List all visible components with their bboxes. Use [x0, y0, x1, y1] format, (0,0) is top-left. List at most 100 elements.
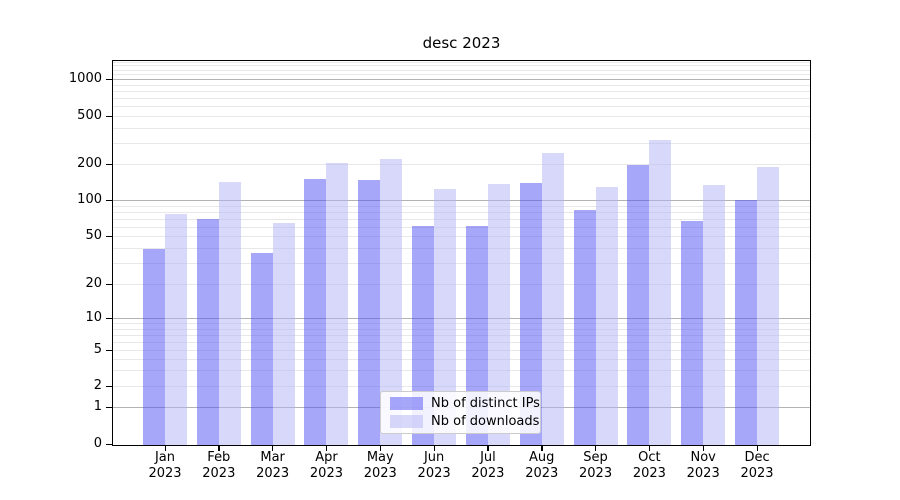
y-tick-mark-50 [106, 235, 112, 237]
gridline-minor-1400 [113, 61, 810, 63]
x-tick-mark-jun [433, 446, 435, 451]
bar-feb-distinct-ips [196, 219, 219, 445]
gridline-minor-500 [113, 116, 810, 117]
gridline-minor-2 [113, 386, 810, 388]
x-tick-mark-may [379, 446, 382, 451]
x-tick-label-aug: Aug 2023 [525, 450, 559, 481]
y-tick-label-200: 200 [77, 156, 102, 172]
x-tick-mark-apr [325, 446, 328, 451]
y-tick-mark-1 [106, 406, 112, 408]
y-tick-label-10: 10 [85, 310, 102, 326]
x-tick-label-sep: Sep 2023 [579, 450, 613, 481]
bar-jan-distinct-ips [143, 249, 165, 445]
y-tick-mark-20 [106, 283, 112, 285]
gridline-minor-90 [113, 205, 810, 207]
bar-mar-downloads [272, 223, 295, 445]
bar-sep-distinct-ips [573, 209, 596, 445]
bar-mar-distinct-ips [250, 253, 273, 445]
gridline-minor-700 [113, 98, 810, 100]
x-tick-mark-mar [272, 446, 274, 451]
x-tick-label-jun: Jun 2023 [417, 450, 451, 481]
y-tick-mark-500 [106, 115, 112, 117]
gridline-minor-1300 [113, 65, 810, 67]
legend-row-downloads: Nb of downloads [390, 414, 540, 429]
bar-may-downloads [380, 159, 403, 445]
y-tick-label-2: 2 [93, 378, 102, 394]
x-tick-mark-oct [648, 446, 651, 451]
legend: Nb of distinct IPs Nb of downloads [380, 391, 541, 434]
y-tick-mark-10 [106, 317, 112, 320]
gridline-minor-200 [113, 164, 810, 166]
bar-aug-distinct-ips [519, 182, 542, 445]
gridline-minor-600 [113, 106, 810, 108]
gridline-minor-30 [113, 262, 810, 264]
legend-swatch-downloads [390, 415, 423, 428]
legend-swatch-distinct-ips [390, 397, 423, 410]
x-tick-label-may: May 2023 [363, 450, 397, 481]
gridline-minor-80 [113, 211, 810, 213]
gridline-minor-1100 [113, 74, 810, 76]
bar-jul-downloads [487, 183, 510, 445]
gridline-minor-9 [113, 323, 810, 325]
gridline-minor-40 [113, 247, 810, 249]
x-tick-label-mar: Mar 2023 [256, 450, 290, 481]
gridline-minor-300 [113, 142, 810, 144]
gridline-minor-1200 [113, 69, 810, 71]
bar-oct-distinct-ips [627, 165, 650, 445]
x-tick-label-feb: Feb 2023 [202, 450, 236, 481]
y-tick-mark-0 [106, 443, 112, 445]
bar-may-distinct-ips [358, 179, 381, 445]
y-tick-label-1: 1 [93, 399, 102, 414]
x-tick-mark-aug [541, 446, 543, 451]
x-tick-label-dec: Dec 2023 [740, 450, 774, 481]
x-tick-mark-nov [702, 446, 704, 451]
bar-sep-downloads [595, 186, 618, 445]
x-tick-mark-sep [595, 446, 597, 451]
bar-dec-downloads [757, 167, 780, 445]
bar-apr-distinct-ips [304, 179, 327, 445]
bar-aug-downloads [541, 152, 564, 445]
y-tick-label-500: 500 [77, 108, 102, 123]
gridline-minor-70 [113, 218, 810, 220]
bar-jul-distinct-ips [465, 225, 488, 445]
x-tick-mark-jul [487, 446, 489, 451]
gridline-minor-3 [113, 370, 810, 372]
y-tick-mark-200 [106, 163, 112, 166]
bar-feb-downloads [218, 181, 241, 445]
x-tick-mark-jan [164, 446, 166, 451]
x-tick-mark-dec [756, 446, 758, 451]
gridline-minor-7 [113, 334, 810, 336]
gridline-major-10 [113, 318, 810, 320]
y-tick-mark-2 [106, 385, 112, 388]
gridline-minor-50 [113, 236, 810, 237]
y-tick-label-100: 100 [77, 192, 102, 208]
x-tick-label-jul: Jul 2023 [471, 450, 505, 481]
bar-apr-downloads [326, 163, 349, 445]
gridline-minor-5 [113, 350, 810, 351]
gridline-minor-20 [113, 284, 810, 285]
bar-jun-distinct-ips [412, 225, 435, 445]
x-tick-label-nov: Nov 2023 [686, 450, 720, 481]
bar-nov-downloads [703, 185, 726, 445]
plot-area [112, 60, 811, 446]
gridline-minor-60 [113, 226, 810, 228]
x-tick-label-jan: Jan 2023 [148, 450, 182, 481]
bar-jan-downloads [165, 213, 187, 445]
gridline-major-100 [113, 200, 810, 202]
gridline-minor-6 [113, 341, 810, 343]
y-tick-mark-1000 [106, 78, 112, 80]
gridline-minor-8 [113, 328, 810, 330]
gridline-minor-800 [113, 90, 810, 92]
y-tick-label-5: 5 [93, 342, 102, 357]
y-tick-label-50: 50 [85, 228, 102, 243]
gridline-minor-900 [113, 84, 810, 86]
bar-jun-downloads [434, 189, 457, 445]
x-tick-mark-feb [218, 446, 220, 451]
legend-label-downloads: Nb of downloads [431, 414, 540, 429]
y-tick-mark-100 [106, 199, 112, 202]
y-tick-mark-5 [106, 349, 112, 351]
y-tick-label-1000: 1000 [68, 71, 102, 86]
chart-title: desc 2023 [422, 34, 501, 52]
x-tick-label-oct: Oct 2023 [632, 450, 666, 481]
